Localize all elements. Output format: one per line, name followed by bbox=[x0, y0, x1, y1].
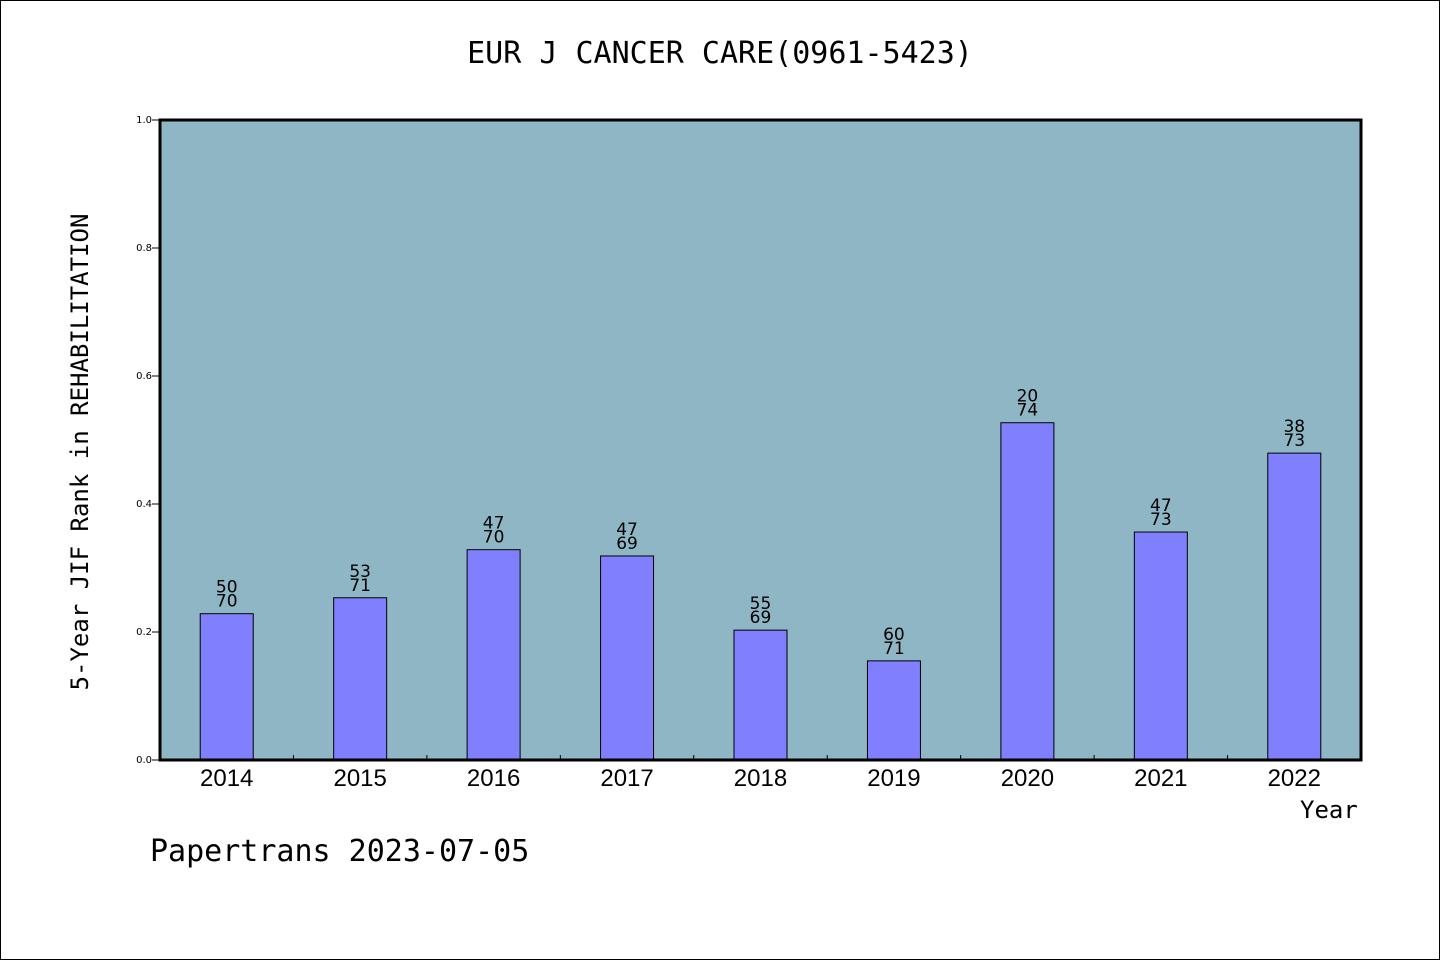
y-tick-label: 0.0 bbox=[136, 755, 152, 766]
y-tick-label: 1.0 bbox=[136, 115, 152, 126]
bar-2018 bbox=[733, 629, 788, 761]
bar-label-total: 70 bbox=[216, 592, 238, 612]
x-tick-label: 2015 bbox=[333, 765, 386, 792]
x-tick-label: 2022 bbox=[1268, 765, 1321, 792]
bar-2017 bbox=[600, 555, 655, 761]
x-tick-label: 2021 bbox=[1134, 765, 1187, 792]
x-tick-label: 2020 bbox=[1001, 765, 1054, 792]
x-tick-label: 2019 bbox=[867, 765, 920, 792]
bar-2015 bbox=[333, 597, 388, 761]
y-tick-label: 0.6 bbox=[136, 371, 152, 382]
plot-border bbox=[158, 118, 1363, 762]
y-tick-label: 0.4 bbox=[136, 499, 152, 510]
bar-2016 bbox=[466, 549, 521, 761]
bar-label-rank: 60 bbox=[883, 625, 905, 645]
x-tick-label: 2017 bbox=[600, 765, 653, 792]
x-axis-label: Year bbox=[1300, 796, 1358, 824]
chart-title: EUR J CANCER CARE(0961-5423) bbox=[467, 36, 973, 71]
bar-label-total: 70 bbox=[483, 528, 505, 548]
bar-2021 bbox=[1133, 531, 1188, 761]
bar-label-rank: 55 bbox=[750, 594, 772, 614]
bar-label-rank: 47 bbox=[1150, 496, 1172, 516]
bar-label-rank: 50 bbox=[216, 578, 238, 598]
bar-label-total: 71 bbox=[349, 576, 371, 596]
bar-label-total: 73 bbox=[1150, 510, 1172, 530]
bar-label-total: 74 bbox=[1017, 401, 1039, 421]
bar-2022 bbox=[1267, 452, 1322, 761]
bar-label-rank: 47 bbox=[483, 514, 505, 534]
y-tick-label: 0.8 bbox=[136, 243, 152, 254]
bar-label-rank: 47 bbox=[616, 520, 638, 540]
bar-label-rank: 20 bbox=[1017, 387, 1039, 407]
y-tick-label: 0.2 bbox=[136, 627, 152, 638]
bar-2014 bbox=[199, 613, 254, 761]
bar-label-total: 69 bbox=[750, 608, 772, 628]
bar-label-total: 69 bbox=[616, 534, 638, 554]
footer-credit: Papertrans 2023-07-05 bbox=[150, 834, 530, 869]
x-tick-label: 2018 bbox=[734, 765, 787, 792]
bar-2019 bbox=[866, 660, 921, 761]
bar-2020 bbox=[1000, 422, 1055, 761]
bar-label-total: 71 bbox=[883, 639, 905, 659]
x-tick-label: 2014 bbox=[200, 765, 253, 792]
bar-label-rank: 38 bbox=[1283, 417, 1305, 437]
bar-label-rank: 53 bbox=[349, 562, 371, 582]
x-tick-label: 2016 bbox=[467, 765, 520, 792]
bar-label-total: 73 bbox=[1283, 431, 1305, 451]
